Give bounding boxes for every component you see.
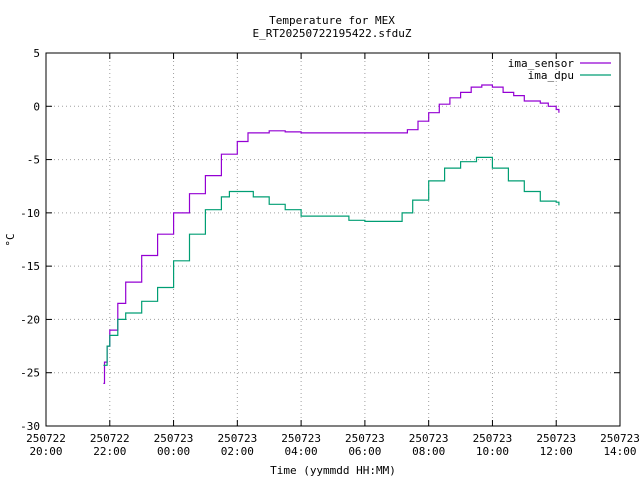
x-tick-label-time: 22:00 (93, 445, 126, 458)
chart-subtitle: E_RT20250722195422.sfduZ (253, 27, 412, 40)
x-tick-label-date: 250722 (90, 432, 130, 445)
x-tick-label-time: 14:00 (603, 445, 636, 458)
y-tick-label: -20 (20, 313, 40, 326)
series-lines (103, 84, 560, 384)
chart-title: Temperature for MEX (269, 14, 395, 27)
x-tick-label-time: 20:00 (29, 445, 62, 458)
series-line-ima_dpu (103, 156, 560, 366)
legend-label-ima_sensor: ima_sensor (508, 57, 575, 70)
y-axis-label: °C (4, 233, 17, 246)
y-tick-label: -5 (27, 154, 40, 167)
x-tick-labels: 25072220:0025072222:0025072300:002507230… (26, 432, 640, 458)
axis-ticks (45, 52, 621, 427)
y-tick-label: 0 (33, 100, 40, 113)
x-tick-label-date: 250723 (600, 432, 640, 445)
x-tick-label-time: 00:00 (157, 445, 190, 458)
grid-lines (46, 53, 620, 426)
y-tick-labels: -30 -25 -20 -15 -10 -5 0 5 (20, 47, 40, 433)
x-tick-label-time: 06:00 (348, 445, 381, 458)
y-tick-label: 5 (33, 47, 40, 60)
plot-frame (45, 52, 621, 427)
x-tick-label-date: 250722 (26, 432, 66, 445)
y-tick-label: -30 (20, 420, 40, 433)
x-tick-label-date: 250723 (345, 432, 385, 445)
x-axis-label: Time (yymmdd HH:MM) (270, 464, 396, 477)
x-tick-label-time: 04:00 (285, 445, 318, 458)
x-tick-label-time: 12:00 (540, 445, 573, 458)
x-tick-label-date: 250723 (536, 432, 576, 445)
x-tick-label-date: 250723 (281, 432, 321, 445)
x-tick-label-date: 250723 (217, 432, 257, 445)
series-line-ima_sensor (103, 84, 560, 384)
x-tick-label-time: 10:00 (476, 445, 509, 458)
x-tick-label-time: 08:00 (412, 445, 445, 458)
x-tick-label-date: 250723 (473, 432, 513, 445)
x-tick-label-time: 02:00 (221, 445, 254, 458)
legend-label-ima_dpu: ima_dpu (528, 69, 574, 82)
x-tick-label-date: 250723 (409, 432, 449, 445)
y-tick-label: -25 (20, 367, 40, 380)
y-tick-label: -15 (20, 260, 40, 273)
x-tick-label-date: 250723 (154, 432, 194, 445)
y-tick-label: -10 (20, 207, 40, 220)
